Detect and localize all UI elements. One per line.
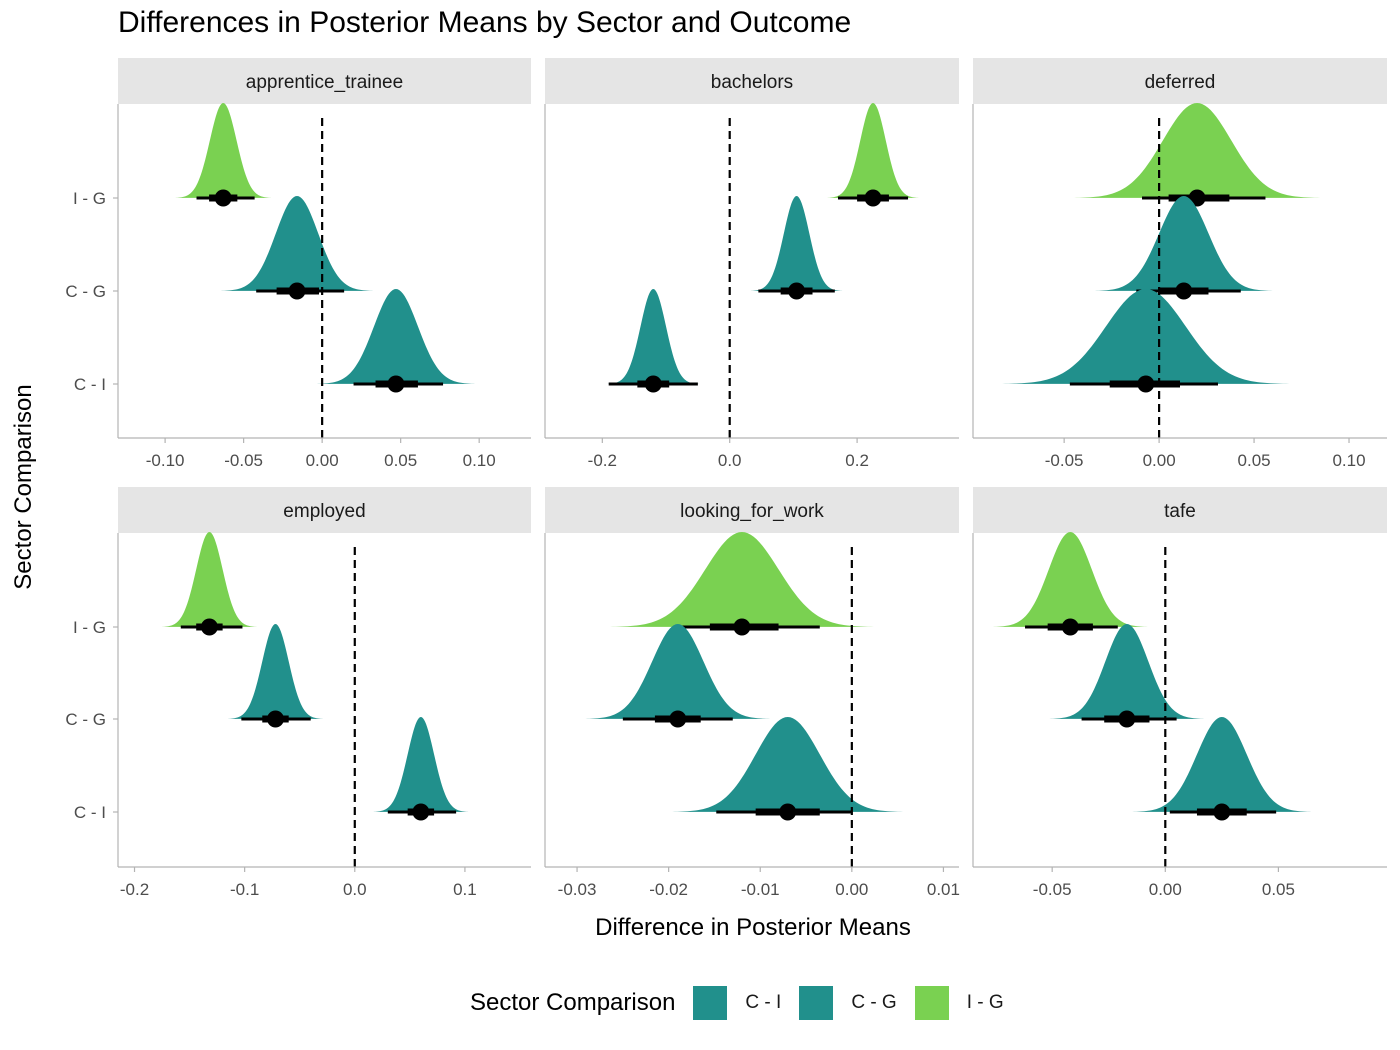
facet-strip bbox=[545, 487, 959, 533]
density-c-g bbox=[750, 196, 843, 291]
density-c-i bbox=[1132, 717, 1312, 812]
facet-strip bbox=[545, 58, 959, 104]
density-c-g bbox=[585, 624, 771, 719]
median-point-c-g bbox=[1175, 282, 1193, 300]
density-i-g bbox=[161, 532, 257, 627]
x-tick-label: 0.2 bbox=[845, 451, 869, 470]
x-tick-label: -0.2 bbox=[588, 451, 617, 470]
chart-title: Differences in Posterior Means by Sector… bbox=[118, 6, 852, 39]
median-point-c-i bbox=[412, 803, 430, 821]
density-c-g bbox=[1049, 624, 1205, 719]
legend-label-c-i: C - I bbox=[745, 992, 782, 1013]
median-point-c-g bbox=[288, 282, 306, 300]
median-point-c-g bbox=[266, 710, 284, 728]
legend-key-c-i bbox=[693, 986, 728, 1020]
density-c-g bbox=[1094, 196, 1273, 291]
y-tick-label: I - G bbox=[73, 189, 106, 208]
x-tick-label: 0.1 bbox=[453, 880, 477, 899]
x-tick-label: 0.01 bbox=[927, 880, 960, 899]
median-point-i-g bbox=[1061, 618, 1079, 636]
median-point-c-i bbox=[387, 375, 405, 393]
density-c-g bbox=[227, 624, 324, 719]
legend-label-c-g: C - G bbox=[851, 992, 897, 1013]
density-c-i bbox=[607, 289, 700, 384]
x-tick-label: -0.10 bbox=[146, 451, 185, 470]
median-point-i-g bbox=[214, 189, 232, 207]
density-c-i bbox=[373, 717, 469, 812]
legend-key-i-g bbox=[914, 986, 949, 1020]
x-tick-label: 0.10 bbox=[1332, 451, 1365, 470]
x-axis-title: Difference in Posterior Means bbox=[595, 914, 911, 941]
x-tick-label: 0.00 bbox=[306, 451, 339, 470]
facet-strip-label: deferred bbox=[1145, 72, 1216, 93]
median-point-c-i bbox=[779, 803, 797, 821]
y-tick-label: C - I bbox=[74, 375, 106, 394]
facet-strip bbox=[973, 58, 1387, 104]
x-tick-label: 0.05 bbox=[1262, 880, 1295, 899]
x-tick-label: 0.10 bbox=[463, 451, 496, 470]
median-point-c-i bbox=[644, 375, 662, 393]
median-point-i-g bbox=[733, 618, 751, 636]
median-point-c-g bbox=[1118, 710, 1136, 728]
x-tick-label: -0.05 bbox=[224, 451, 263, 470]
density-c-i bbox=[672, 717, 904, 812]
facet-strip-label: tafe bbox=[1164, 501, 1196, 522]
x-tick-label: -0.01 bbox=[741, 880, 780, 899]
facet-strip-label: looking_for_work bbox=[680, 501, 824, 522]
x-tick-label: 0.0 bbox=[343, 880, 367, 899]
facet-strip-label: bachelors bbox=[711, 72, 793, 93]
legend-label-i-g: I - G bbox=[966, 992, 1004, 1013]
facet-strip-label: employed bbox=[283, 501, 365, 522]
density-i-g bbox=[175, 103, 272, 198]
x-tick-label: -0.03 bbox=[558, 880, 597, 899]
density-c-g bbox=[220, 196, 374, 291]
density-i-g bbox=[992, 532, 1148, 627]
x-tick-label: 0.0 bbox=[718, 451, 742, 470]
x-tick-label: -0.05 bbox=[1045, 451, 1084, 470]
x-tick-label: 0.00 bbox=[1143, 451, 1176, 470]
median-point-c-g bbox=[669, 710, 687, 728]
x-tick-label: -0.2 bbox=[120, 880, 149, 899]
legend-title: Sector Comparison bbox=[470, 989, 676, 1016]
legend: Sector Comparison C - I C - G I - G bbox=[470, 985, 1022, 1021]
legend-item-c-g: C - G bbox=[799, 986, 897, 1020]
legend-key-c-g bbox=[799, 986, 834, 1020]
x-tick-label: 0.00 bbox=[1149, 880, 1182, 899]
x-tick-label: -0.05 bbox=[1033, 880, 1072, 899]
facet-strip bbox=[118, 487, 531, 533]
facet-strip bbox=[973, 487, 1387, 533]
median-point-c-i bbox=[1213, 803, 1231, 821]
legend-item-i-g: I - G bbox=[914, 986, 1004, 1020]
x-tick-label: -0.02 bbox=[649, 880, 688, 899]
y-tick-label: C - G bbox=[65, 282, 106, 301]
y-tick-label: C - I bbox=[74, 803, 106, 822]
median-point-c-g bbox=[788, 282, 806, 300]
x-tick-label: 0.00 bbox=[835, 880, 868, 899]
median-point-i-g bbox=[864, 189, 882, 207]
median-point-i-g bbox=[200, 618, 218, 636]
median-point-c-i bbox=[1137, 375, 1155, 393]
x-tick-label: 0.05 bbox=[1238, 451, 1271, 470]
density-i-g bbox=[827, 103, 919, 198]
facet-strip bbox=[118, 58, 531, 104]
legend-item-c-i: C - I bbox=[693, 986, 781, 1020]
facet-strip-label: apprentice_trainee bbox=[246, 72, 403, 93]
x-tick-label: 0.05 bbox=[384, 451, 417, 470]
y-tick-label: C - G bbox=[65, 710, 106, 729]
density-c-i bbox=[1002, 289, 1290, 384]
density-c-i bbox=[316, 289, 476, 384]
density-i-g bbox=[1074, 103, 1321, 198]
x-tick-label: -0.1 bbox=[230, 880, 259, 899]
y-tick-label: I - G bbox=[73, 618, 106, 637]
y-axis-title: Sector Comparison bbox=[10, 384, 37, 589]
density-i-g bbox=[610, 532, 874, 627]
